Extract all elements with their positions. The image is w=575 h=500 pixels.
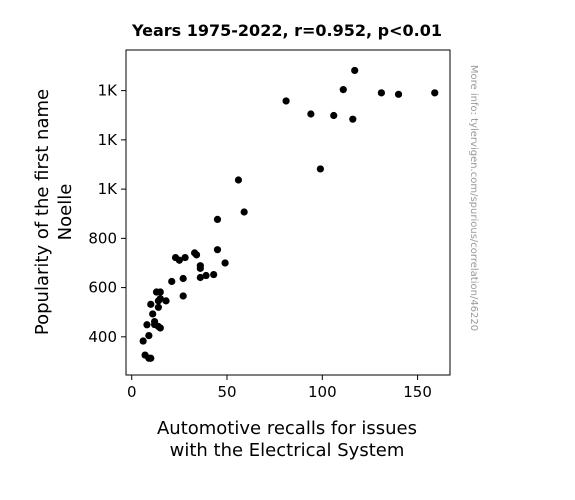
y-tick-label: 600 xyxy=(88,279,117,297)
x-tick-label: 50 xyxy=(217,383,236,401)
data-points xyxy=(139,66,439,362)
watermark-text: More info: tylervigen.com/spurious/corre… xyxy=(468,65,479,331)
x-axis-label-line-2: with the Electrical System xyxy=(170,440,405,461)
data-point xyxy=(147,354,155,362)
y-axis-ticks: 400 600 800 1K 1K 1K xyxy=(88,82,126,346)
data-point xyxy=(234,176,243,184)
data-point xyxy=(168,277,176,286)
plot-area-frame xyxy=(125,49,451,376)
y-tick-label: 800 xyxy=(88,229,117,247)
data-point xyxy=(202,271,210,280)
data-point xyxy=(149,310,157,318)
x-axis-label-line-1: Automotive recalls for issues xyxy=(157,418,417,439)
data-point xyxy=(240,208,248,216)
data-point xyxy=(213,246,222,254)
data-point xyxy=(339,86,347,94)
data-point xyxy=(351,66,359,75)
data-point xyxy=(210,270,218,279)
data-point xyxy=(330,111,338,120)
data-point xyxy=(179,292,187,300)
y-tick-label: 400 xyxy=(88,328,117,346)
x-axis-ticks: 0 50 100 150 xyxy=(127,375,432,401)
data-point xyxy=(431,89,439,97)
data-point xyxy=(377,89,385,97)
x-tick-label: 100 xyxy=(308,383,337,401)
data-point xyxy=(181,253,189,262)
y-tick-label: 1K xyxy=(98,131,119,149)
data-point xyxy=(349,115,357,123)
data-point xyxy=(147,300,155,308)
y-tick-label: 1K xyxy=(98,82,119,100)
data-point xyxy=(192,251,201,259)
data-point xyxy=(145,332,153,340)
data-point xyxy=(282,97,290,105)
chart-title: Years 1975-2022, r=0.952, p<0.01 xyxy=(131,21,442,40)
x-tick-label: 0 xyxy=(127,383,137,401)
data-point xyxy=(175,256,183,264)
x-tick-label: 150 xyxy=(403,383,432,401)
y-axis-label-line-2: Noelle xyxy=(55,184,76,241)
data-point xyxy=(154,303,162,311)
data-point xyxy=(316,165,324,173)
data-point xyxy=(156,324,164,332)
data-point xyxy=(179,274,187,283)
data-point xyxy=(213,215,222,223)
data-point xyxy=(143,321,151,329)
data-point xyxy=(196,273,204,282)
data-point xyxy=(156,288,164,296)
data-point xyxy=(196,264,204,272)
data-point xyxy=(307,110,315,118)
y-axis-label-line-1: Popularity of the first name xyxy=(32,89,53,335)
data-point xyxy=(139,337,147,345)
data-point xyxy=(394,90,403,98)
y-tick-label: 1K xyxy=(98,180,119,198)
data-point xyxy=(156,295,164,303)
data-point xyxy=(162,297,170,305)
data-point xyxy=(221,259,229,267)
